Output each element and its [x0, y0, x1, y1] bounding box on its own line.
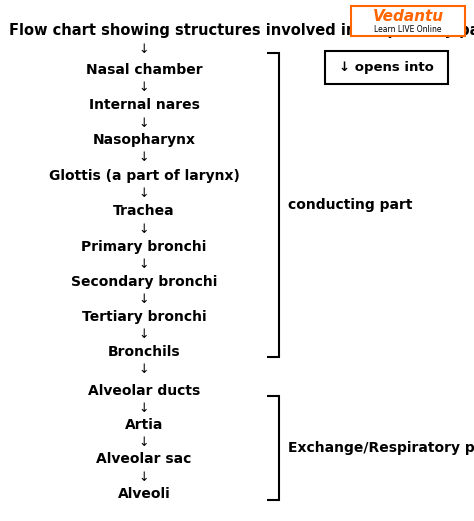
Text: Bronchils: Bronchils	[108, 344, 181, 358]
Text: ↓: ↓	[139, 187, 149, 200]
Text: Alveolar sac: Alveolar sac	[96, 452, 192, 466]
Text: ↓: ↓	[139, 363, 149, 376]
Text: Exchange/Respiratory part: Exchange/Respiratory part	[288, 441, 474, 455]
Text: Artia: Artia	[125, 418, 163, 432]
Text: Learn LIVE Online: Learn LIVE Online	[374, 25, 442, 34]
Text: conducting part: conducting part	[288, 198, 412, 212]
Text: Trachea: Trachea	[113, 204, 175, 218]
FancyBboxPatch shape	[351, 6, 465, 36]
Text: Primary bronchi: Primary bronchi	[82, 240, 207, 254]
Text: Alveoli: Alveoli	[118, 487, 171, 501]
Text: ↓ opens into: ↓ opens into	[339, 61, 434, 74]
Text: ↓: ↓	[139, 470, 149, 483]
Text: Glottis (a part of larynx): Glottis (a part of larynx)	[49, 169, 239, 182]
Text: ↓: ↓	[139, 328, 149, 341]
Text: ↓: ↓	[139, 293, 149, 306]
Text: Tertiary bronchi: Tertiary bronchi	[82, 310, 206, 324]
Text: ↓: ↓	[139, 43, 149, 56]
Text: Alveolar ducts: Alveolar ducts	[88, 384, 200, 398]
Text: Nasal chamber: Nasal chamber	[86, 63, 202, 77]
Text: ↓: ↓	[139, 258, 149, 271]
Text: Vedantu: Vedantu	[373, 9, 444, 24]
Text: Internal nares: Internal nares	[89, 98, 200, 113]
FancyBboxPatch shape	[325, 52, 448, 84]
Text: Secondary bronchi: Secondary bronchi	[71, 275, 217, 289]
Text: ↓: ↓	[139, 81, 149, 94]
Text: ↓: ↓	[139, 436, 149, 449]
Text: ↓: ↓	[139, 117, 149, 130]
Text: Flow chart showing structures involved in respiratory passage: Flow chart showing structures involved i…	[9, 23, 474, 38]
Text: ↓: ↓	[139, 222, 149, 235]
Text: Nasopharynx: Nasopharynx	[92, 133, 196, 147]
Text: ↓: ↓	[139, 402, 149, 415]
Text: ↓: ↓	[139, 151, 149, 164]
